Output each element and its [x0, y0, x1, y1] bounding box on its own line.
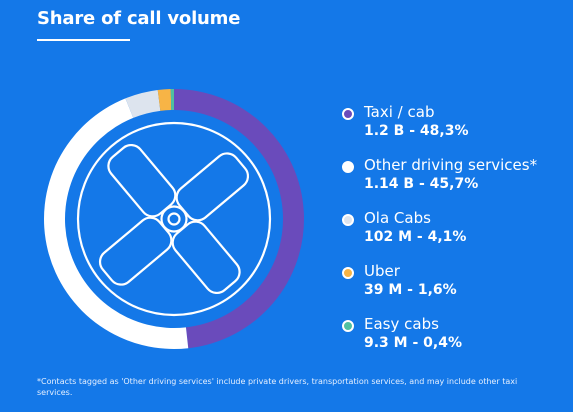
legend-item-easy: Easy cabs 9.3 M - 0,4%: [336, 313, 573, 366]
legend-item-other: Other driving services* 1.14 B - 45,7%: [336, 154, 573, 207]
legend-marker: [342, 267, 354, 279]
wheel-hub: [160, 205, 188, 233]
steering-wheel-icon: [76, 121, 272, 317]
legend-item-ola: Ola Cabs 102 M - 4,1%: [336, 207, 573, 260]
wheel-spoke-right: [175, 152, 250, 222]
legend-label: Easy cabs: [364, 315, 439, 333]
donut-slice-other-driving-services: [43, 98, 189, 349]
donut-slice-easy-cabs: [170, 89, 174, 111]
wheel-outer-ring: [76, 121, 272, 317]
legend-value: 1.2 B - 48,3%: [364, 123, 469, 139]
legend: Taxi / cab 1.2 B - 48,3% Other driving s…: [336, 101, 573, 366]
legend-item-taxi: Taxi / cab 1.2 B - 48,3%: [336, 101, 573, 154]
chart-title: Share of call volume: [37, 8, 241, 29]
title-underline: [37, 39, 130, 41]
legend-label: Ola Cabs: [364, 209, 431, 227]
legend-value: 102 M - 4,1%: [364, 229, 467, 245]
legend-marker: [342, 320, 354, 332]
legend-value: 39 M - 1,6%: [364, 282, 457, 298]
wheel-spoke-left: [98, 216, 173, 286]
wheel-hub-center: [167, 212, 181, 226]
legend-marker: [342, 161, 354, 173]
legend-label: Taxi / cab: [364, 103, 435, 121]
footnote: *Contacts tagged as 'Other driving servi…: [37, 377, 518, 397]
legend-marker: [342, 214, 354, 226]
legend-item-uber: Uber 39 M - 1,6%: [336, 260, 573, 313]
wheel-spoke-down: [171, 220, 241, 295]
legend-label: Other driving services*: [364, 156, 538, 174]
legend-value: 9.3 M - 0,4%: [364, 335, 462, 351]
donut-slice-ola-cabs: [125, 90, 161, 118]
legend-value: 1.14 B - 45,7%: [364, 176, 479, 192]
legend-marker: [342, 108, 354, 120]
donut-slice-uber: [157, 89, 172, 111]
donut-slice-taxi-cab: [174, 88, 305, 349]
legend-label: Uber: [364, 262, 400, 280]
donut-slices: [43, 88, 305, 349]
wheel-spoke-up: [107, 143, 177, 218]
